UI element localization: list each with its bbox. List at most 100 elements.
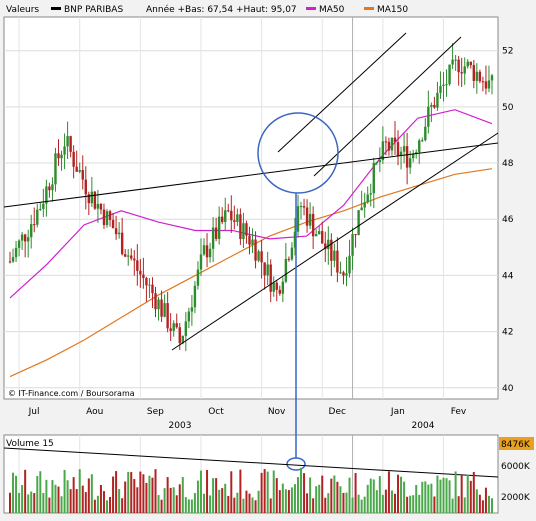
candle-body — [305, 207, 309, 226]
candle-body — [172, 323, 175, 331]
candle-body — [48, 186, 51, 191]
candle-body — [299, 206, 303, 208]
candle-body — [142, 274, 145, 279]
volume-bar — [133, 479, 136, 513]
volume-bar — [454, 471, 457, 513]
candle-body — [69, 136, 72, 152]
candle-body — [45, 186, 48, 204]
watermark: © IT-Finance.com / Boursorama — [8, 389, 135, 398]
x-year-label: 2003 — [169, 421, 192, 431]
candle-body — [230, 210, 233, 221]
candle-body — [66, 136, 69, 147]
volume-bar — [163, 488, 166, 513]
candle-body — [463, 66, 466, 74]
volume-bar — [393, 493, 396, 513]
volume-bar — [72, 477, 75, 513]
volume-bar — [12, 472, 15, 513]
candle-body — [411, 153, 415, 159]
candle-body — [278, 289, 281, 294]
x-month-label: Aou — [86, 407, 103, 417]
price-panel — [3, 16, 499, 400]
volume-bar — [112, 476, 115, 513]
volume-bar — [400, 476, 403, 513]
volume-bar — [309, 477, 312, 513]
candle-body — [314, 234, 318, 237]
candle-body — [345, 273, 348, 276]
candle-body — [330, 239, 333, 261]
candle-body — [405, 146, 409, 168]
volume-bar — [236, 492, 239, 513]
volume-bar — [342, 492, 345, 513]
volume-bar — [281, 483, 284, 513]
x-month-label: Fev — [451, 407, 467, 417]
volume-bar — [93, 499, 96, 513]
volume-bar — [33, 493, 36, 513]
candle-body — [481, 81, 485, 83]
volume-bar — [124, 481, 127, 513]
volume-bar — [275, 478, 278, 513]
volume-title: Volume 15 — [6, 439, 54, 449]
candle-body — [175, 323, 178, 328]
volume-bar — [51, 480, 54, 513]
volume-bar — [36, 476, 39, 513]
candle-body — [123, 254, 127, 257]
volume-bar — [145, 482, 148, 513]
y-tick-label: 40 — [502, 384, 514, 394]
volume-bar — [233, 497, 236, 513]
candle-body — [99, 203, 103, 210]
volume-bar — [142, 474, 145, 513]
volume-bar — [99, 485, 102, 513]
candle-body — [187, 311, 191, 322]
volume-trendline — [3, 447, 499, 478]
candle-body — [308, 213, 312, 226]
candle-body — [202, 245, 206, 255]
candle-body — [96, 203, 100, 209]
candle-body — [269, 264, 272, 292]
volume-bar — [154, 469, 157, 513]
candle-body — [445, 84, 448, 86]
candle-body — [487, 80, 491, 89]
candle-body — [105, 211, 109, 225]
volume-bar — [475, 489, 478, 513]
volume-bar — [57, 486, 60, 513]
volume-bar — [266, 471, 269, 513]
candle-body — [193, 285, 197, 308]
candle-body — [14, 247, 18, 258]
volume-bar — [296, 477, 299, 513]
candle-body — [418, 140, 421, 153]
volume-bar — [445, 478, 448, 513]
volume-bar — [242, 498, 245, 513]
volume-bar — [324, 497, 327, 513]
candle-body — [399, 151, 403, 156]
candle-body — [457, 59, 460, 73]
highlight-circle — [257, 112, 339, 194]
volume-bar — [315, 486, 318, 513]
candle-body — [348, 255, 351, 274]
volume-bar — [403, 481, 406, 513]
candle-body — [381, 141, 385, 161]
candle-body — [387, 141, 391, 151]
candle-body — [263, 262, 266, 276]
volume-bar — [284, 489, 287, 513]
channel-upper-line — [277, 32, 407, 153]
y-tick-label: 44 — [502, 271, 514, 281]
legend-range: Année +Bas: 67,54 +Haut: 95,07 — [146, 4, 297, 15]
volume-bar — [363, 496, 366, 513]
volume-bar — [260, 472, 263, 513]
candle-body — [248, 235, 251, 245]
candle-body — [136, 260, 139, 271]
candle-body — [117, 232, 121, 235]
volume-bar — [178, 484, 181, 513]
ma150-line — [9, 168, 493, 378]
volume-bar — [354, 473, 357, 513]
candle-body — [390, 137, 394, 151]
candle-body — [275, 282, 278, 290]
candle-body — [199, 254, 203, 270]
volume-bar — [457, 496, 460, 513]
candle-body — [448, 64, 451, 85]
volume-bar — [139, 471, 142, 513]
volume-bar — [21, 485, 24, 513]
candle-body — [339, 272, 342, 274]
volume-bar — [257, 490, 260, 513]
